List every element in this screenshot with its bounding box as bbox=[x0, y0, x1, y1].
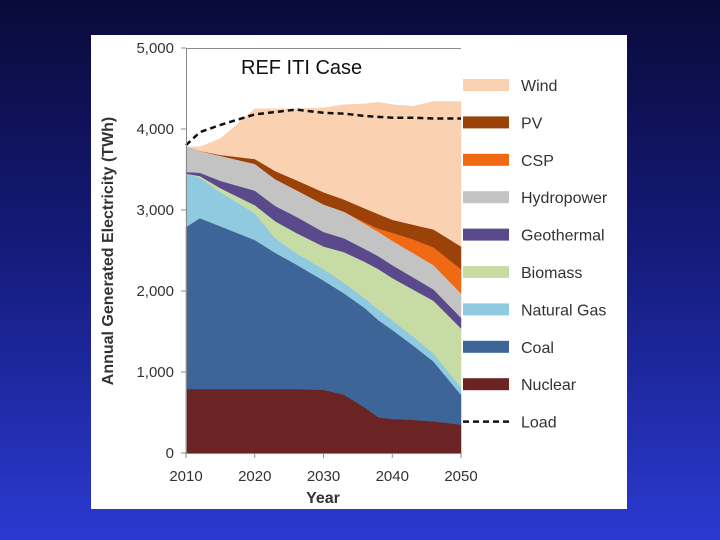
x-tick-label: 2040 bbox=[376, 468, 409, 485]
legend-swatch-wind bbox=[463, 79, 509, 91]
x-tick-label: 2010 bbox=[169, 468, 202, 485]
y-tick-label: 0 bbox=[166, 445, 174, 462]
y-tick-label: 5,000 bbox=[136, 40, 174, 57]
chart-panel: 0 1,000 2,000 3,000 4,000 5,000 2010 2020 2030 2… bbox=[91, 35, 627, 509]
legend-label-geothermal: Geothermal bbox=[521, 228, 605, 245]
legend-swatch-coal bbox=[463, 340, 509, 353]
legend-label-biomass: Biomass bbox=[521, 265, 582, 282]
legend-label-wind: Wind bbox=[521, 78, 557, 95]
y-axis-title: Annual Generated Electricity (TWh) bbox=[100, 117, 117, 385]
y-tick-group: 0 1,000 2,000 3,000 4,000 5,000 bbox=[136, 40, 186, 462]
y-tick-label: 1,000 bbox=[136, 364, 174, 381]
legend: Wind PV CSP Hydropower Geothermal Biomass Natu… bbox=[463, 78, 608, 432]
y-tick-label: 2,000 bbox=[136, 283, 174, 300]
y-tick-label: 4,000 bbox=[136, 121, 174, 138]
legend-label-pv: PV bbox=[521, 115, 543, 132]
legend-swatch-hydropower bbox=[463, 191, 509, 204]
x-axis-title: Year bbox=[306, 490, 340, 507]
legend-swatch-natural-gas bbox=[463, 303, 509, 316]
chart-title: REF ITI Case bbox=[241, 57, 362, 79]
legend-swatch-geothermal bbox=[463, 228, 509, 241]
legend-label-nuclear: Nuclear bbox=[521, 377, 577, 394]
legend-swatch-biomass bbox=[463, 266, 509, 278]
legend-label-csp: CSP bbox=[521, 153, 554, 170]
load-line bbox=[185, 108, 461, 147]
legend-label-coal: Coal bbox=[521, 340, 554, 357]
legend-label-natural-gas: Natural Gas bbox=[521, 302, 606, 319]
x-tick-label: 2050 bbox=[444, 468, 477, 485]
x-tick-group: 2010 2020 2030 2040 2050 bbox=[169, 453, 478, 485]
legend-swatch-pv bbox=[463, 116, 509, 129]
area-wind bbox=[185, 101, 462, 247]
legend-label-load: Load bbox=[521, 415, 557, 432]
legend-label-hydropower: Hydropower bbox=[521, 190, 608, 207]
legend-swatch-csp bbox=[463, 153, 509, 166]
x-tick-label: 2020 bbox=[238, 468, 271, 485]
y-tick-label: 3,000 bbox=[136, 202, 174, 219]
legend-swatch-nuclear bbox=[463, 378, 509, 391]
x-tick-label: 2030 bbox=[307, 468, 340, 485]
area-series-group bbox=[185, 101, 462, 454]
